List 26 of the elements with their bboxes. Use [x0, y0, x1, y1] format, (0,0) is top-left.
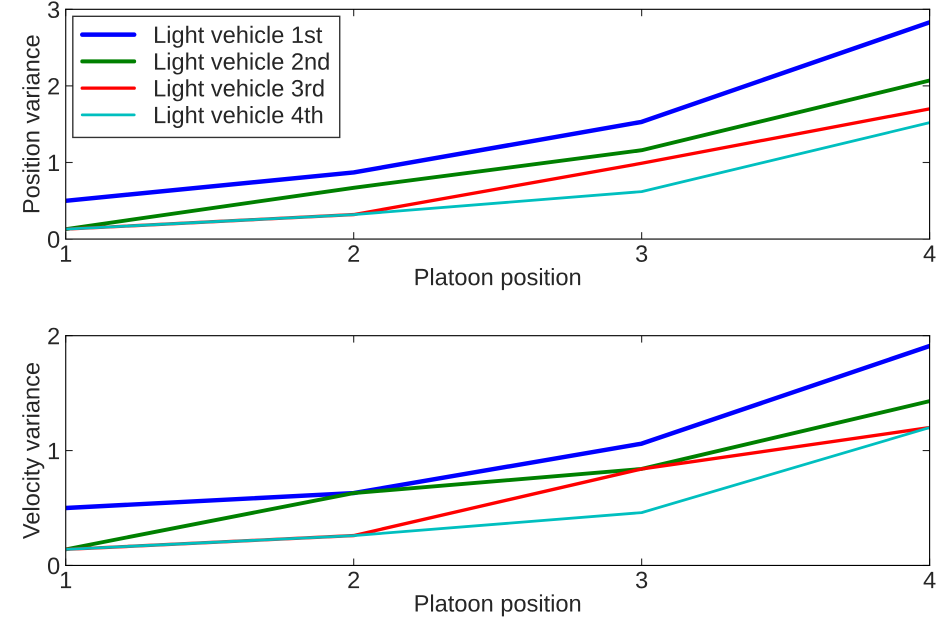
- y-tick-label: 0: [48, 558, 60, 574]
- y-axis-title: Position variance: [22, 35, 40, 212]
- x-axis-title: Platoon position: [416, 594, 580, 616]
- x-tick-label: 3: [636, 245, 648, 262]
- x-axis-title: Platoon position: [416, 268, 580, 290]
- y-tick-label: 3: [48, 1, 60, 18]
- legend-label: Light vehicle 4th: [155, 106, 322, 128]
- legend-label: Light vehicle 1st: [155, 26, 322, 48]
- y-tick-label: 0: [48, 231, 60, 248]
- y-tick-label: 2: [48, 78, 59, 94]
- line-series: [66, 78, 930, 232]
- y-tick-label: 1: [48, 154, 60, 172]
- y-tick-label: 1: [48, 442, 60, 460]
- x-tick-label: 4: [924, 246, 936, 262]
- x-tick-label: 1: [60, 246, 72, 262]
- y-tick-label: 2: [48, 328, 59, 344]
- x-tick-label: 4: [924, 572, 936, 588]
- x-tick-label: 2: [348, 572, 360, 588]
- x-tick-label: 2: [348, 245, 360, 262]
- x-tick-label: 3: [636, 572, 648, 588]
- line-series: [66, 344, 930, 510]
- x-tick-label: 1: [60, 572, 72, 588]
- legend-label: Light vehicle 3rd: [155, 79, 324, 102]
- y-axis-title: Velocity variance: [22, 363, 44, 540]
- legend-label: Light vehicle 2nd: [155, 52, 329, 75]
- line-series: [66, 20, 930, 204]
